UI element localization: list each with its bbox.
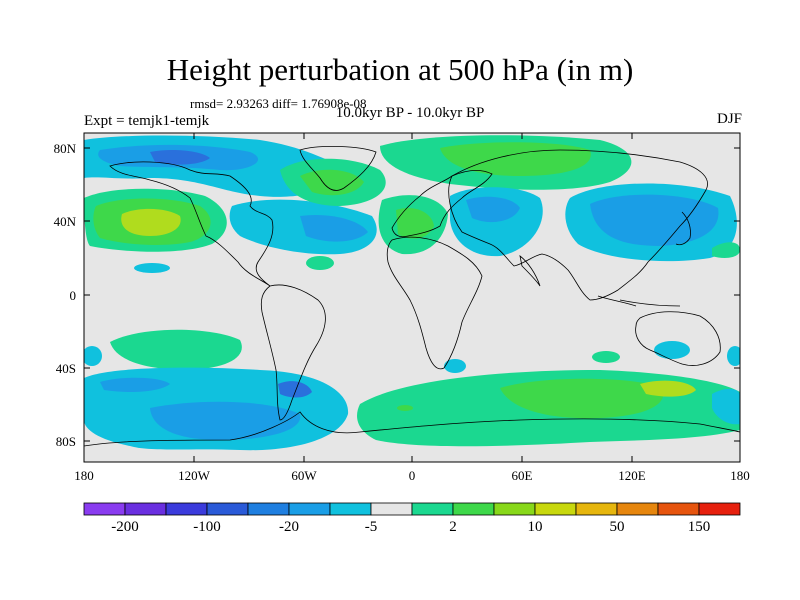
coast-indonesia xyxy=(597,295,681,307)
contour-midblue-easia xyxy=(590,194,719,246)
contour-fields xyxy=(84,135,740,451)
colorbar-label-neg5: -5 xyxy=(364,519,378,535)
lon-label-180w: 180 xyxy=(74,468,94,483)
colorbar-label-150: 150 xyxy=(687,519,711,535)
contour-midblue-sw xyxy=(100,377,170,392)
period-subtitle: 10.0kyr BP - 10.0kyr BP xyxy=(335,105,485,121)
contour-darkblue-drake xyxy=(278,381,312,398)
colorbar-label-10: 10 xyxy=(527,519,543,535)
colorbar-label-50: 50 xyxy=(609,519,625,535)
contour-mint-spacific xyxy=(110,329,242,370)
colorbar-swatch xyxy=(370,502,413,516)
coast-japan xyxy=(675,211,691,246)
colorbar-swatch xyxy=(83,502,126,516)
colorbar-swatch xyxy=(575,502,618,516)
contour-mint-catl xyxy=(306,256,334,270)
colorbar-label-neg20: -20 xyxy=(279,519,299,535)
contour-green-greenland xyxy=(300,169,364,196)
coast-india xyxy=(519,255,541,287)
contour-blue-alaska xyxy=(150,150,210,165)
colorbar-swatch xyxy=(411,502,454,516)
contour-blue-se-corner xyxy=(712,388,740,425)
coastlines xyxy=(84,145,740,447)
contour-blue-epac xyxy=(134,263,170,273)
colorbar-swatch xyxy=(329,502,372,516)
coast-south-america xyxy=(260,284,326,421)
experiment-label: Expt = temjk1-temjk xyxy=(84,113,210,129)
colorbar-swatch xyxy=(657,502,700,516)
contour-green-smallso xyxy=(397,405,413,411)
map-title: Height perturbation at 500 hPa (in m) xyxy=(166,52,634,87)
lat-label-40s: 40S xyxy=(55,361,76,376)
colorbar-swatch xyxy=(124,502,167,516)
contour-midblue-southocean xyxy=(150,401,301,440)
colorbar xyxy=(83,502,741,516)
lon-label-0: 0 xyxy=(408,468,416,483)
coast-africa xyxy=(386,236,483,370)
contour-lime-npacific xyxy=(121,208,181,236)
colorbar-swatch xyxy=(165,502,208,516)
colorbar-swatch xyxy=(247,502,290,516)
colorbar-swatch xyxy=(698,502,741,516)
contour-blue-west-s xyxy=(84,346,102,366)
axis-ticks xyxy=(83,133,741,462)
lon-label-120e: 120E xyxy=(618,468,646,483)
contour-midblue-casia xyxy=(466,196,520,223)
colorbar-swatch xyxy=(452,502,495,516)
contour-blue-aus xyxy=(654,341,690,359)
contour-green-soeast xyxy=(500,378,664,419)
colorbar-swatch xyxy=(206,502,249,516)
coast-north-america xyxy=(109,161,274,287)
contour-mint-indian-s xyxy=(592,351,620,363)
colorbar-label-neg200: -200 xyxy=(111,519,139,535)
rmsd-stats: rmsd= 2.93263 diff= 1.76908e-08 xyxy=(190,96,367,111)
colorbar-swatch xyxy=(493,502,536,516)
contour-blue-indian xyxy=(444,359,466,373)
coast-asia xyxy=(448,149,708,301)
colorbar-swatch xyxy=(288,502,331,516)
season-label: DJF xyxy=(716,111,742,127)
contour-green-arcticru xyxy=(440,142,591,176)
colorbar-swatch xyxy=(534,502,577,516)
colorbar-swatch xyxy=(616,502,659,516)
lon-label-60w: 60W xyxy=(291,468,317,483)
lat-label-80n: 80N xyxy=(53,141,76,156)
coast-antarctica xyxy=(84,411,740,447)
lat-label-40n: 40N xyxy=(53,214,76,229)
lat-label-80s: 80S xyxy=(55,434,76,449)
coast-europe xyxy=(391,170,493,238)
coast-australia xyxy=(635,311,721,366)
contour-lime-soeast xyxy=(640,380,696,397)
colorbar-label-neg100: -100 xyxy=(193,519,221,535)
contour-midblue-natl xyxy=(300,214,368,242)
contour-mint-farnw xyxy=(712,242,740,258)
contour-blue-east-s xyxy=(727,346,740,366)
contour-green-europe xyxy=(396,207,434,239)
lon-label-180e: 180 xyxy=(730,468,750,483)
lon-label-60e: 60E xyxy=(511,468,533,483)
lat-label-0: 0 xyxy=(69,288,77,303)
coast-greenland xyxy=(299,145,377,191)
colorbar-label-2: 2 xyxy=(449,519,457,535)
lon-label-120w: 120W xyxy=(178,468,210,483)
